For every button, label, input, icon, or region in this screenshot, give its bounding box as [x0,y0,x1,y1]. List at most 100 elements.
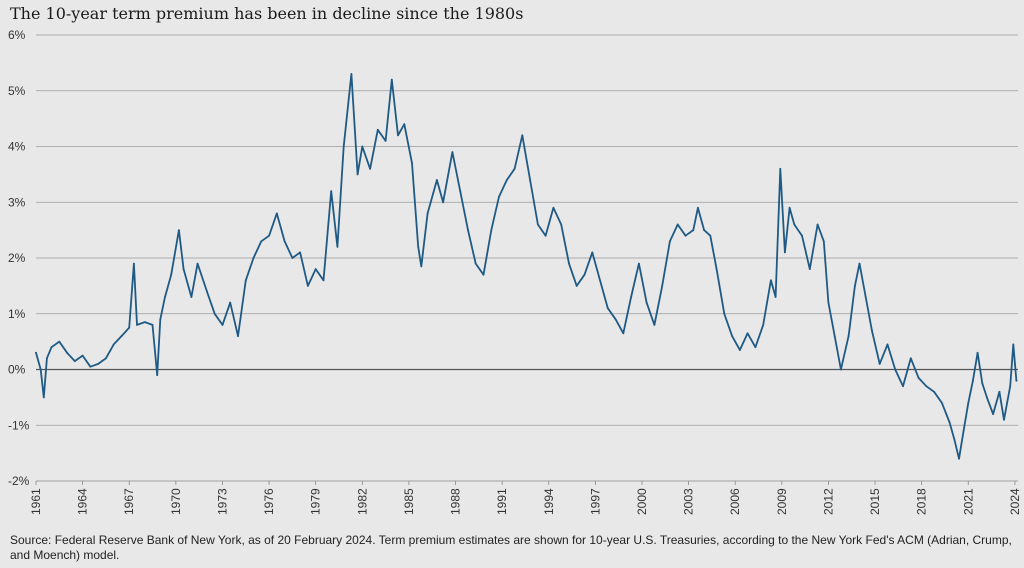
data-point [237,335,239,337]
data-point [560,223,563,226]
data-point [630,296,632,298]
x-tick-label: 1973 [215,488,229,515]
data-point [196,262,199,265]
data-point [1015,379,1018,382]
data-point [46,357,48,360]
data-point [81,354,84,357]
data-point [816,223,819,226]
data-point [283,240,286,243]
series-layer [35,73,1018,460]
data-point [933,390,935,393]
data-point [356,173,359,176]
data-point [622,332,625,335]
data-point [350,73,353,75]
data-point [958,457,960,460]
data-point [136,324,138,326]
data-point [50,346,53,349]
data-point [723,312,726,315]
data-point [89,365,92,368]
y-tick-label: 5% [8,84,26,98]
data-point [384,140,387,142]
x-tick-label: 2024 [1008,488,1022,515]
data-point [788,206,791,209]
data-point [420,265,423,268]
data-point [143,321,146,323]
x-tick-label: 1988 [449,488,463,515]
data-point [451,151,454,154]
data-point [442,201,444,204]
x-tick-label: 2000 [635,488,649,515]
data-point [739,349,741,351]
data-point [754,346,757,349]
x-tick-label: 1970 [169,488,183,515]
data-point [105,357,107,360]
data-point [291,257,294,259]
data-point [653,324,656,326]
data-point [467,229,469,232]
data-point [182,268,185,270]
data-point [73,360,76,362]
x-tick-label: 2018 [915,488,929,515]
data-point [992,413,994,415]
data-point [692,229,695,232]
data-point [827,301,830,304]
x-tick-label: 1994 [542,488,556,515]
data-point [544,234,547,237]
data-point [459,190,462,193]
data-point [436,179,438,181]
data-point [676,223,679,226]
data-point [731,335,733,337]
x-tick-label: 2012 [821,488,835,515]
data-point [822,240,825,243]
data-point [170,273,173,276]
grid-lines [36,34,1018,426]
x-tick-label: 1997 [588,488,602,515]
y-tick-label: -2% [8,474,30,488]
data-point [369,167,371,170]
data-point [953,438,956,441]
data-point [638,262,640,265]
data-point [159,318,162,321]
data-point [482,273,485,276]
data-point [58,340,61,343]
x-tick-label: 1982 [355,488,369,515]
data-point [962,429,965,432]
data-point [156,374,159,376]
data-point [709,234,712,237]
data-point [336,245,339,248]
data-point [322,279,325,282]
data-point [552,206,555,209]
data-point [498,195,500,198]
data-point [151,324,154,326]
data-point [505,179,508,181]
data-point [397,134,399,137]
data-point [42,396,45,399]
data-point [490,229,493,232]
y-axis-labels: 6% 5% 4% 3% 2% 1% 0% -1% -2% [8,28,30,488]
x-tick-label: 1985 [402,488,416,515]
data-point [568,262,570,265]
data-point [998,390,1001,393]
y-tick-label: 2% [8,251,26,265]
x-tick-label: 2015 [868,488,882,515]
data-point [1003,418,1005,421]
data-point [894,368,897,371]
data-point [529,179,531,181]
data-point [513,167,516,170]
data-point [575,285,578,287]
data-point [967,402,970,404]
data-point [779,167,782,170]
data-point [878,363,881,365]
data-point [128,326,131,329]
data-point [871,329,873,332]
x-tick-label: 2009 [775,488,789,515]
data-point [591,251,594,254]
y-tick-label: 0% [8,363,26,377]
data-point [669,240,671,243]
x-tick-label: 1961 [29,488,43,515]
data-point [39,368,42,371]
data-point [252,257,255,259]
data-point [684,234,687,237]
data-point [801,234,803,237]
